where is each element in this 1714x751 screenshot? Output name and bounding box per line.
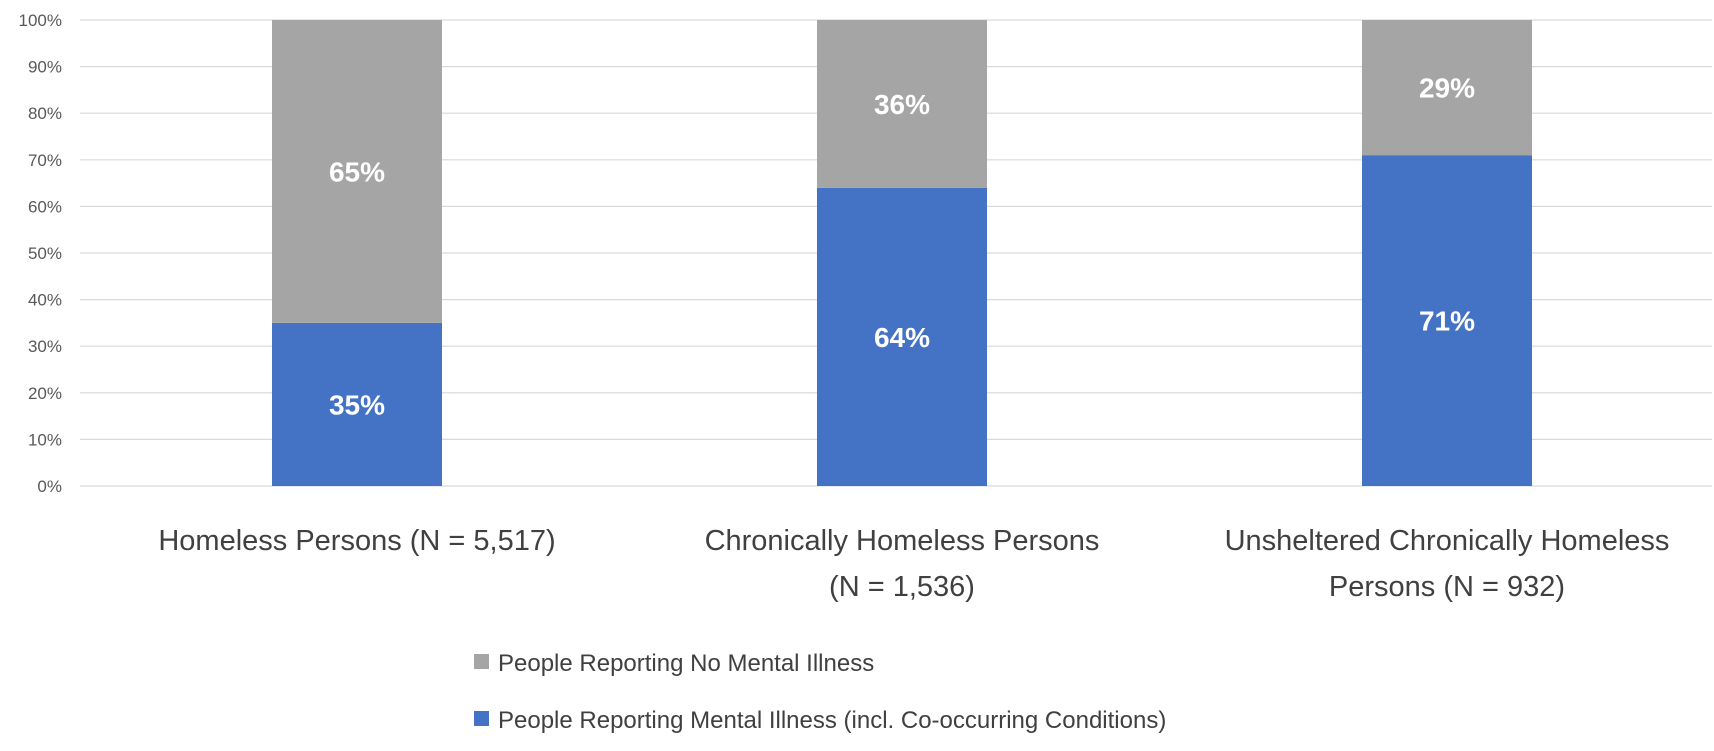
bar-segment: [817, 20, 987, 188]
legend: People Reporting No Mental Illness People…: [474, 650, 1166, 734]
x-axis-category-labels: Homeless Persons (N = 5,517) Chronically …: [158, 525, 1669, 603]
x-category-label: (N = 1,536): [829, 571, 975, 603]
bar-segment: [272, 322, 442, 486]
x-category-label: Persons (N = 932): [1329, 571, 1565, 603]
y-tick-label: 50%: [28, 244, 62, 263]
legend-swatch: [474, 654, 489, 669]
y-tick-label: 0%: [37, 477, 62, 496]
y-tick-label: 90%: [28, 58, 62, 77]
bar-segment: [1362, 155, 1532, 486]
y-tick-label: 40%: [28, 291, 62, 310]
bar-segment: [1362, 20, 1532, 156]
bars: [272, 20, 1532, 486]
y-tick-label: 30%: [28, 337, 62, 356]
legend-label: People Reporting No Mental Illness: [498, 650, 874, 677]
y-tick-label: 60%: [28, 197, 62, 216]
data-label: 35%: [329, 389, 385, 420]
data-label: 65%: [329, 156, 385, 187]
legend-item: People Reporting Mental Illness (incl. C…: [474, 707, 1166, 734]
data-label: 64%: [874, 322, 930, 353]
y-tick-label: 100%: [19, 11, 62, 30]
x-category-label: Chronically Homeless Persons: [705, 525, 1100, 557]
y-axis-tick-labels: 0% 10% 20% 30% 40% 50% 60% 70% 80% 90% 100%: [19, 11, 62, 496]
x-category-label: Homeless Persons (N = 5,517): [158, 525, 555, 557]
legend-label: People Reporting Mental Illness (incl. C…: [498, 707, 1166, 734]
y-tick-label: 70%: [28, 151, 62, 170]
y-tick-label: 80%: [28, 104, 62, 123]
data-label: 29%: [1419, 73, 1475, 104]
data-label: 36%: [874, 89, 930, 120]
legend-swatch: [474, 711, 489, 726]
data-labels: 35% 65% 64% 36% 71% 29%: [329, 73, 1475, 421]
legend-item: People Reporting No Mental Illness: [474, 650, 874, 677]
bar-segment: [272, 20, 442, 323]
y-tick-label: 20%: [28, 384, 62, 403]
x-category-label: Unsheltered Chronically Homeless: [1225, 525, 1670, 557]
data-label: 71%: [1419, 306, 1475, 337]
bar-segment: [817, 187, 987, 486]
y-tick-label: 10%: [28, 430, 62, 449]
